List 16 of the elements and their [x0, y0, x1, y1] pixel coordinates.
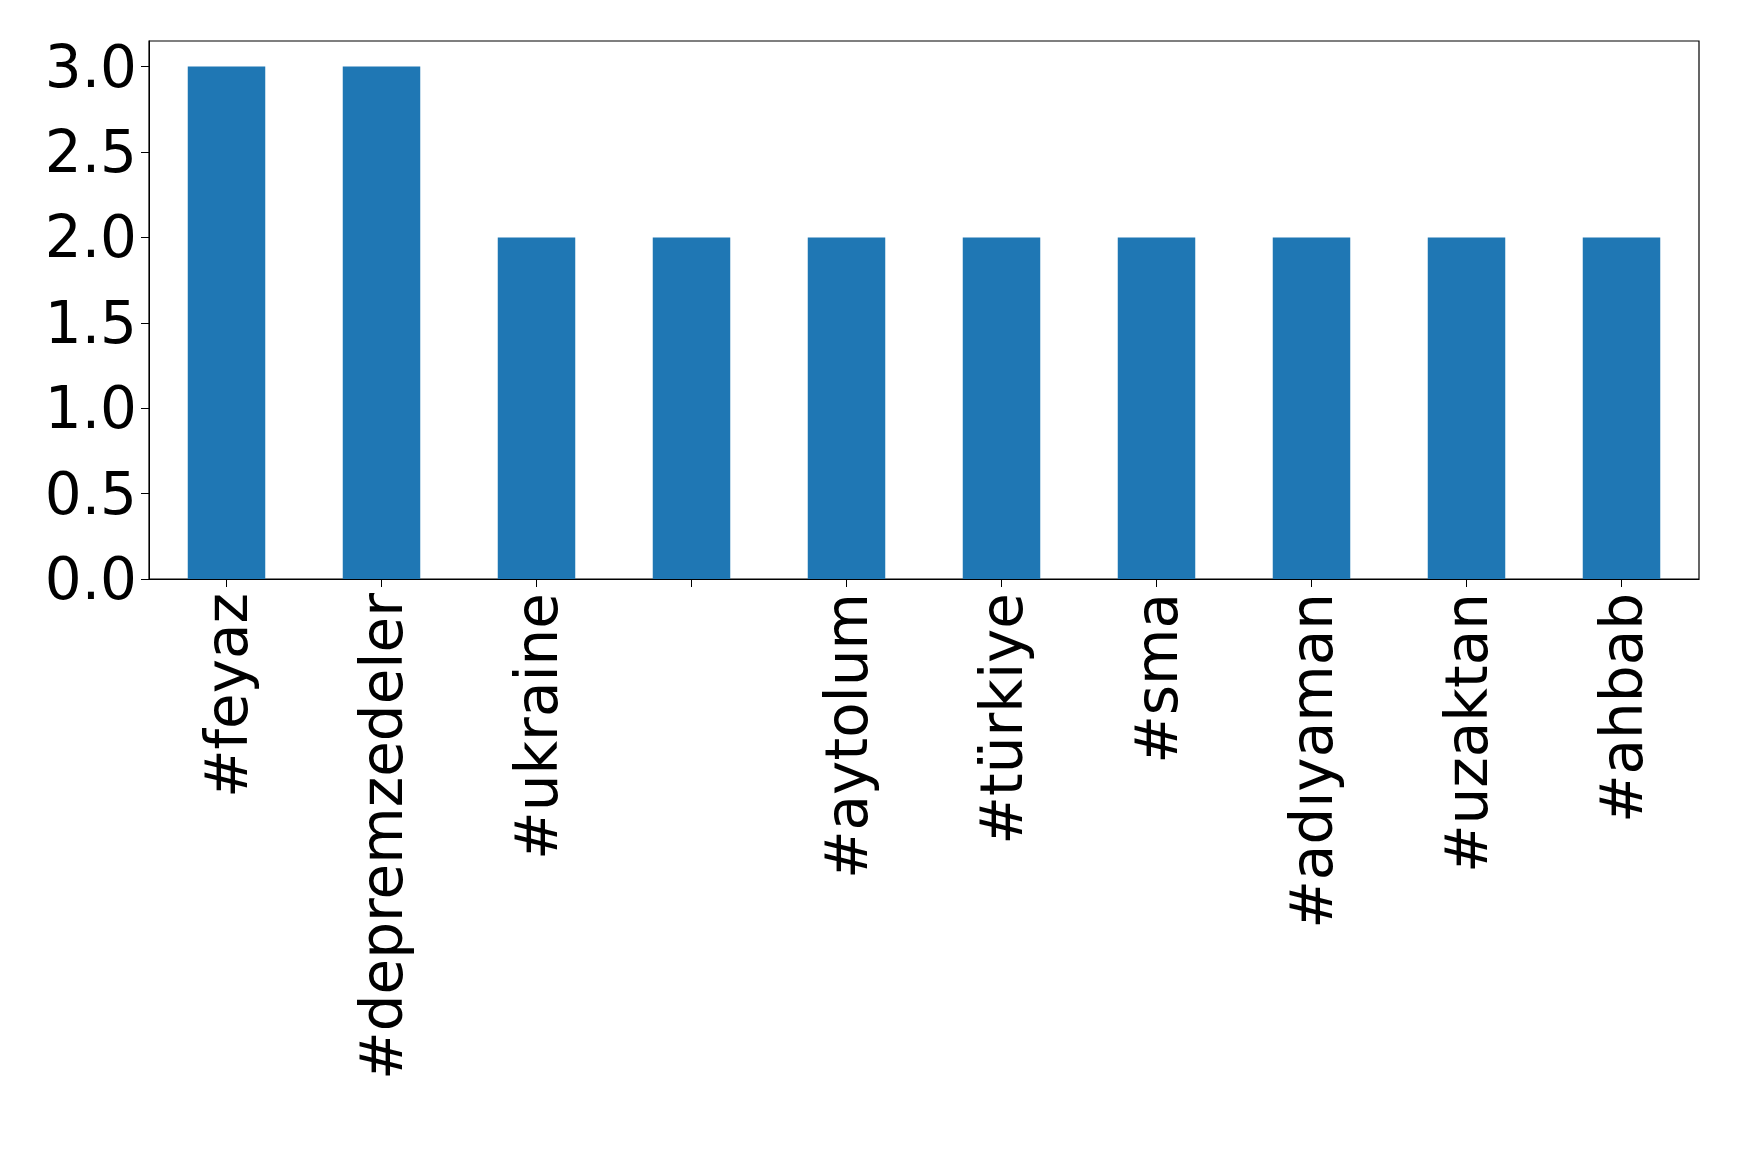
x-tick-label: #ukraine	[502, 593, 571, 860]
y-tick-label: 1.0	[44, 374, 137, 443]
x-tick-label: #sma	[1122, 593, 1191, 764]
y-tick-label: 2.5	[44, 118, 137, 187]
x-tick-label: #uzaktan	[1432, 593, 1501, 873]
x-tick-label: #türkiye	[967, 593, 1036, 845]
y-tick-label: 2.0	[44, 203, 137, 272]
y-tick-label: 3.0	[44, 32, 137, 101]
x-tick-label: #feyaz	[192, 593, 261, 799]
x-tick-label: #depremzedeler	[347, 592, 416, 1080]
x-tick-label: #adıyaman	[1277, 593, 1346, 929]
y-tick-label: 1.5	[44, 288, 137, 357]
y-tick-label: 0.5	[44, 459, 137, 528]
y-tick-label: 0.0	[44, 545, 137, 613]
x-tick-label: #aytolum	[812, 593, 881, 880]
x-tick-label: #ahbab	[1587, 593, 1656, 824]
